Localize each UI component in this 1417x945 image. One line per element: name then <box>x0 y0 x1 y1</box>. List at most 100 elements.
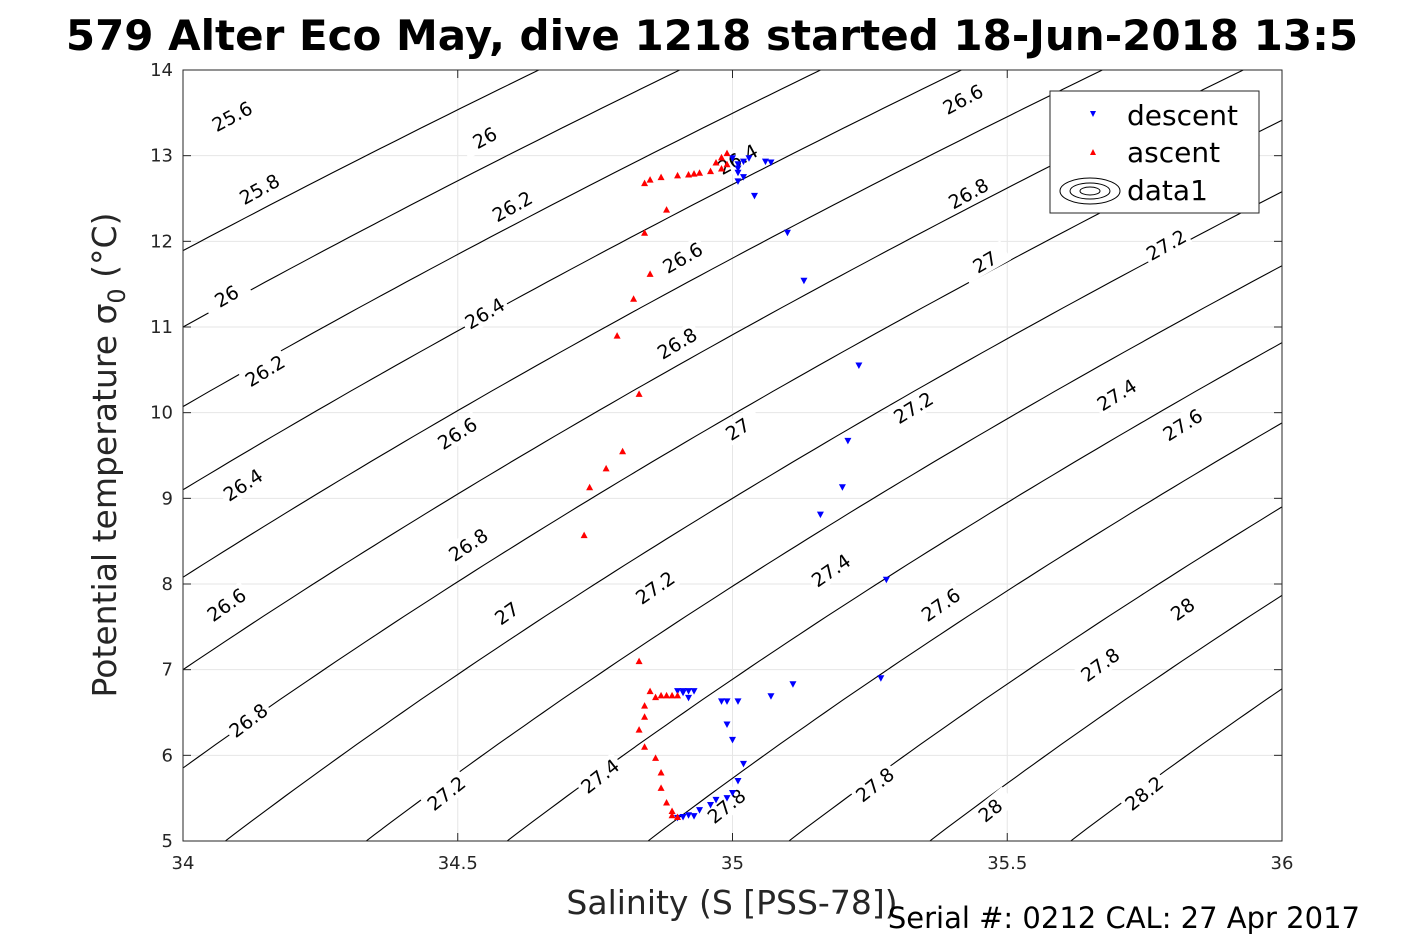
ascent-point <box>641 229 649 236</box>
descent-point <box>690 813 698 820</box>
descent-point <box>877 675 885 682</box>
contour-label-bg <box>200 274 253 318</box>
descent-point <box>679 814 687 821</box>
contour-label-bg <box>941 172 995 215</box>
y-tick-label: 8 <box>162 574 173 595</box>
ascent-point <box>707 167 715 175</box>
descent-point <box>729 790 736 797</box>
ascent-point <box>646 176 654 183</box>
descent-point <box>718 698 726 705</box>
ascent-point <box>635 390 643 397</box>
ascent-point <box>641 179 649 187</box>
density-contour-line <box>183 70 1103 578</box>
ascent-point <box>718 153 726 161</box>
ascent-point <box>718 165 726 172</box>
ascent-point <box>674 813 682 821</box>
y-tick-label: 11 <box>150 317 173 338</box>
ascent-point <box>646 687 654 695</box>
y-axis-label-part1: Potential temperature σ <box>85 304 124 698</box>
descent-point <box>789 681 797 688</box>
density-contour-line <box>365 265 1282 841</box>
contour-label-bg <box>458 116 512 159</box>
x-tick-label: 34.5 <box>438 853 478 874</box>
ascent-point <box>668 807 676 815</box>
ascent-point <box>580 531 588 539</box>
ascent-point <box>657 691 665 699</box>
contour-label-bg <box>887 385 940 430</box>
contour-label-bg <box>650 321 704 366</box>
y-tick-label: 14 <box>150 60 173 81</box>
legend-ascent-marker <box>1090 149 1096 155</box>
descent-point <box>679 689 687 697</box>
descent-point <box>739 760 747 768</box>
descent-point <box>816 511 824 519</box>
descent-point <box>734 169 742 177</box>
ascent-point <box>723 160 731 168</box>
descent-point <box>734 698 742 705</box>
y-tick-label: 10 <box>150 403 173 424</box>
ascent-point <box>690 170 698 177</box>
contour-label-bg <box>711 406 764 452</box>
legend-box <box>1049 90 1260 214</box>
legend-descent-label: descent <box>1127 99 1238 132</box>
contour-label-bg <box>711 137 764 181</box>
descent-point <box>707 802 715 809</box>
descent-point <box>855 362 863 370</box>
ascent-point <box>602 464 610 472</box>
contour-label-bg <box>700 782 752 830</box>
contour-label-bg <box>1118 769 1170 817</box>
contour-label-bg <box>936 78 990 121</box>
ascent-point <box>652 693 660 701</box>
contour-label-bg <box>420 769 472 817</box>
legend-contour-marker <box>1059 177 1121 205</box>
ascent-point <box>663 691 671 699</box>
ascent-point <box>663 798 671 806</box>
ascent-point <box>635 726 643 733</box>
legend-descent-marker <box>1090 111 1096 117</box>
contour-label-bg <box>485 184 539 228</box>
ascent-point <box>641 713 649 720</box>
y-tick-label: 6 <box>162 745 173 766</box>
serial-cal-footer: Serial #: 0212 CAL: 27 Apr 2017 <box>888 901 1360 935</box>
contour-label-bg <box>574 752 626 800</box>
y-axis-label: Potential temperature σ0 (°C) <box>85 213 131 698</box>
descent-point <box>767 693 775 700</box>
contour-label-bg <box>200 581 253 628</box>
ascent-point <box>641 743 649 750</box>
ascent-point <box>613 332 621 339</box>
contour-label-bg <box>238 348 292 393</box>
contour-label-bg <box>1074 641 1126 688</box>
x-tick-label: 34 <box>172 853 195 874</box>
y-tick-label: 5 <box>162 831 173 852</box>
ascent-point <box>668 691 676 699</box>
contour-label-bg <box>458 291 511 335</box>
y-axis-label-subscript: 0 <box>103 288 131 303</box>
contour-label-bg <box>849 760 901 809</box>
ascent-point <box>630 295 638 302</box>
descent-point <box>696 807 704 814</box>
contour-label-bg <box>216 462 269 507</box>
density-contour-line <box>183 70 540 252</box>
y-tick-label: 13 <box>150 146 173 167</box>
descent-point <box>723 721 731 728</box>
legend-ascent-label: ascent <box>1127 136 1220 169</box>
ascent-point <box>657 768 665 776</box>
density-contour-line <box>183 70 680 328</box>
contour-label-bg <box>804 547 857 593</box>
ascent-point <box>652 754 660 761</box>
ascent-point <box>657 784 665 791</box>
y-tick-label: 12 <box>150 231 173 252</box>
contour-label-bg <box>1139 223 1193 267</box>
contour-label-bg <box>480 590 533 637</box>
descent-point <box>723 795 731 802</box>
contour-label-bg <box>656 236 709 280</box>
descent-point <box>729 736 736 744</box>
density-contour-line <box>506 342 1282 841</box>
ascent-point <box>663 206 671 213</box>
ascent-point <box>685 171 693 178</box>
density-contour-line <box>183 70 1244 671</box>
contour-label-bg <box>1090 372 1143 417</box>
descent-point <box>750 192 758 200</box>
contour-label-bg <box>629 564 682 611</box>
